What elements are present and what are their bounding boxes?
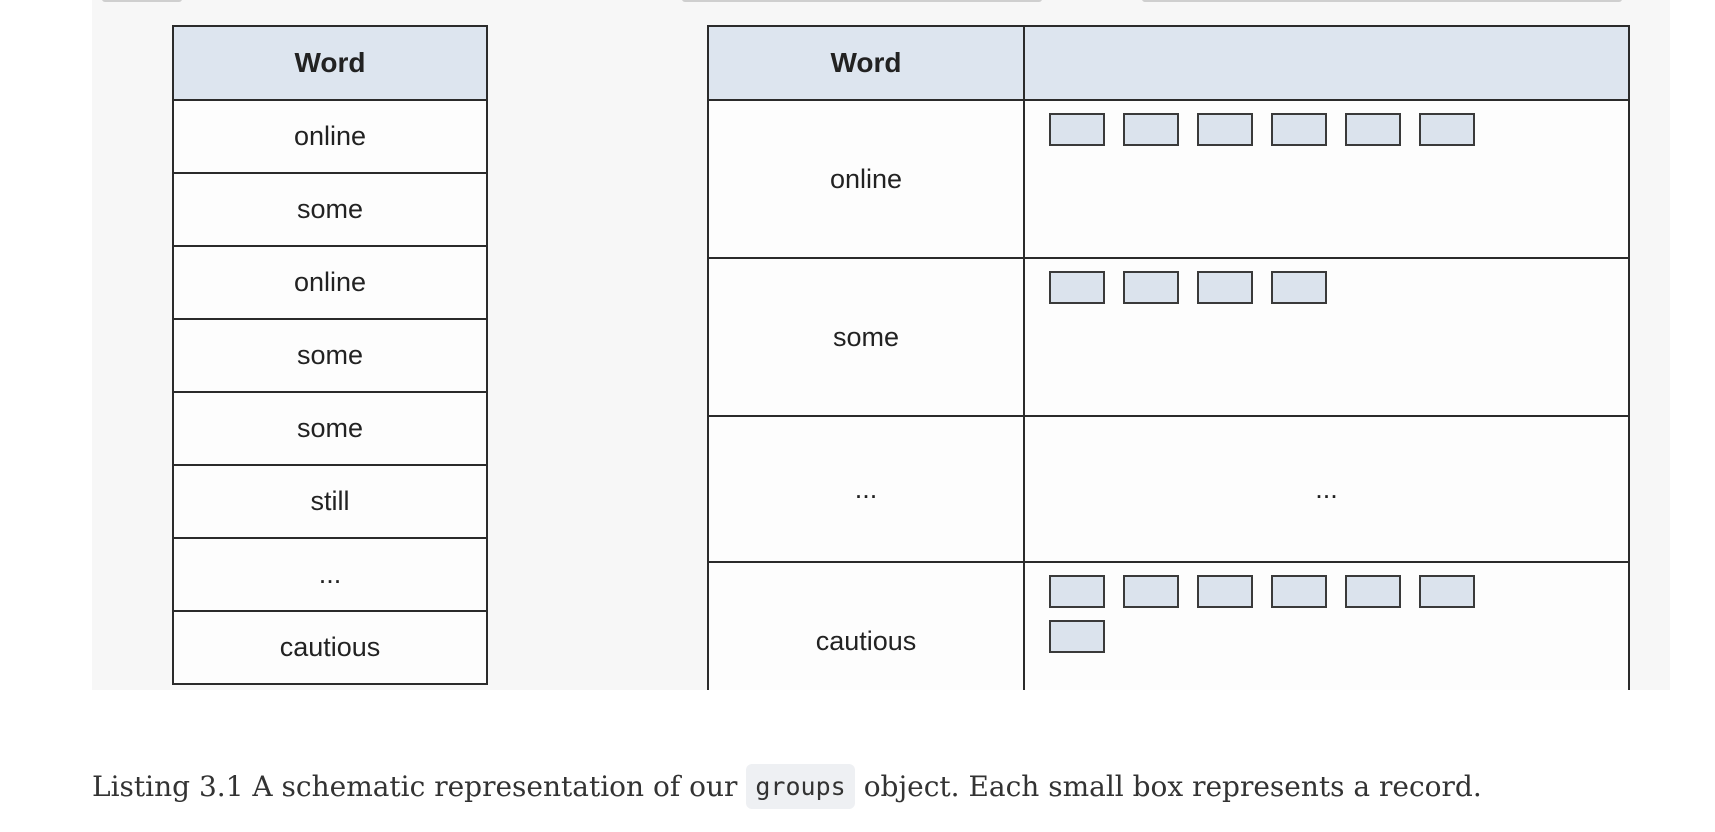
record-box [1271, 575, 1327, 608]
record-box [1197, 575, 1253, 608]
word-list-row: some [172, 391, 488, 466]
group-row: online [707, 99, 1630, 259]
word-list-row: cautious [172, 610, 488, 685]
word-cell: online [172, 245, 488, 320]
group-records [1023, 99, 1630, 259]
cropped-text-fragment [1142, 0, 1622, 2]
record-box-list [1049, 113, 1509, 146]
record-box [1197, 271, 1253, 304]
record-box [1049, 620, 1105, 653]
word-list-row: ... [172, 537, 488, 612]
word-cell: still [172, 464, 488, 539]
groups-table: Word online some ... ... ca [707, 25, 1630, 690]
groups-records-header [1023, 25, 1630, 101]
group-row: cautious [707, 561, 1630, 690]
record-box [1049, 575, 1105, 608]
groups-word-header: Word [707, 25, 1025, 101]
groups-header-row: Word [707, 25, 1630, 101]
cropped-text-fragment [102, 0, 182, 2]
group-word: cautious [707, 561, 1025, 690]
caption-code: groups [746, 764, 855, 809]
word-list-header-row: Word [172, 25, 488, 101]
record-box [1049, 113, 1105, 146]
word-cell: some [172, 318, 488, 393]
word-list-row: online [172, 99, 488, 174]
cropped-text-fragment [682, 0, 1042, 2]
word-cell: ... [172, 537, 488, 612]
word-list-row: some [172, 318, 488, 393]
group-word: online [707, 99, 1025, 259]
group-word: some [707, 257, 1025, 417]
record-box-list [1049, 575, 1509, 653]
word-cell: cautious [172, 610, 488, 685]
word-cell: some [172, 172, 488, 247]
figure-caption: Listing 3.1 A schematic representation o… [92, 764, 1482, 809]
record-box [1345, 575, 1401, 608]
word-cell: online [172, 99, 488, 174]
record-box [1419, 575, 1475, 608]
group-records [1023, 561, 1630, 690]
word-cell: some [172, 391, 488, 466]
record-box [1197, 113, 1253, 146]
record-box [1123, 575, 1179, 608]
caption-suffix: object. Each small box represents a reco… [863, 770, 1482, 803]
record-box-list [1049, 271, 1509, 304]
group-records [1023, 257, 1630, 417]
word-list-row: online [172, 245, 488, 320]
record-box [1123, 271, 1179, 304]
record-box [1271, 113, 1327, 146]
groups-diagram: Word online some online some some still … [92, 0, 1670, 690]
record-box [1345, 113, 1401, 146]
word-list-table: Word online some online some some still … [172, 25, 488, 685]
word-list-row: some [172, 172, 488, 247]
record-box [1271, 271, 1327, 304]
record-box [1123, 113, 1179, 146]
group-word: ... [707, 415, 1025, 563]
record-box [1049, 271, 1105, 304]
group-row: some [707, 257, 1630, 417]
record-box [1419, 113, 1475, 146]
caption-prefix: Listing 3.1 A schematic representation o… [92, 770, 738, 803]
word-list-header: Word [172, 25, 488, 101]
word-list-row: still [172, 464, 488, 539]
group-records-ellipsis: ... [1023, 415, 1630, 563]
group-row: ... ... [707, 415, 1630, 563]
